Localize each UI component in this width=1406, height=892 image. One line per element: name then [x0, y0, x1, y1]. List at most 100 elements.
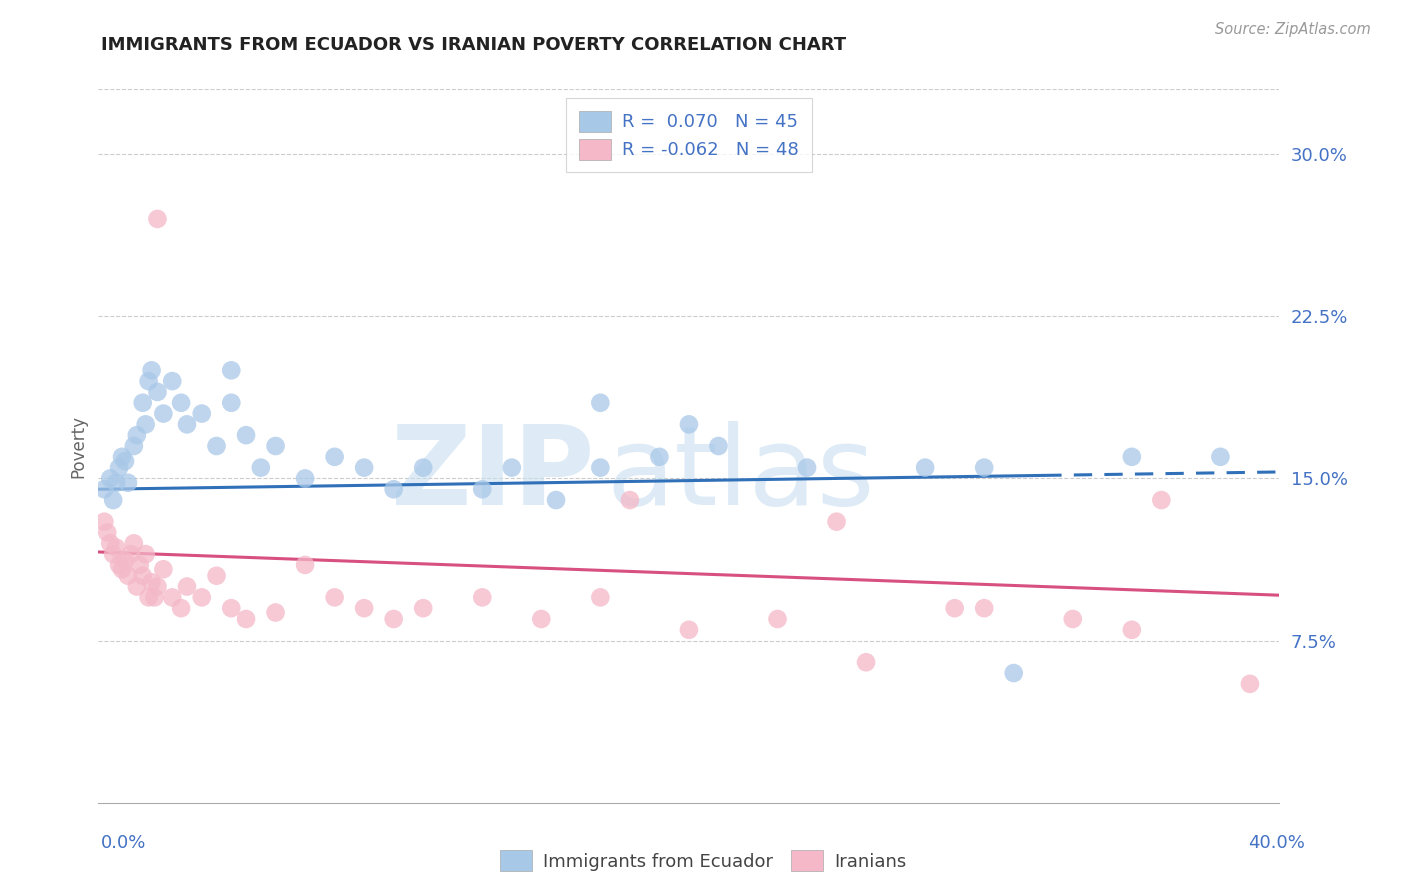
Point: [678, 417, 700, 432]
Point: [128, 558, 150, 572]
Point: [122, 536, 145, 550]
Point: [176, 417, 198, 432]
Point: [191, 407, 214, 421]
Point: [135, 547, 157, 561]
Point: [120, 547, 142, 561]
Point: [105, 475, 128, 490]
Point: [141, 575, 163, 590]
Point: [323, 591, 346, 605]
Point: [1002, 666, 1025, 681]
Point: [93, 515, 115, 529]
Point: [125, 428, 148, 442]
Point: [1121, 450, 1143, 464]
Point: [170, 601, 193, 615]
Point: [353, 601, 375, 615]
Point: [205, 439, 228, 453]
Point: [170, 396, 193, 410]
Point: [648, 450, 671, 464]
Point: [138, 374, 160, 388]
Point: [1121, 623, 1143, 637]
Point: [1062, 612, 1084, 626]
Legend: Immigrants from Ecuador, Iranians: Immigrants from Ecuador, Iranians: [492, 843, 914, 879]
Point: [146, 384, 169, 399]
Point: [855, 655, 877, 669]
Point: [96, 525, 118, 540]
Point: [191, 591, 214, 605]
Point: [589, 396, 612, 410]
Point: [544, 493, 567, 508]
Text: 40.0%: 40.0%: [1249, 834, 1305, 852]
Point: [103, 493, 125, 508]
Point: [235, 612, 257, 626]
Point: [146, 211, 169, 226]
Point: [125, 580, 148, 594]
Point: [111, 562, 134, 576]
Point: [162, 591, 183, 605]
Point: [219, 396, 242, 410]
Point: [98, 536, 121, 550]
Point: [111, 450, 134, 464]
Legend: R =  0.070   N = 45, R = -0.062   N = 48: R = 0.070 N = 45, R = -0.062 N = 48: [567, 98, 811, 172]
Point: [382, 612, 405, 626]
Point: [589, 591, 612, 605]
Point: [114, 454, 136, 468]
Point: [382, 482, 405, 496]
Point: [471, 482, 494, 496]
Point: [117, 568, 139, 582]
Point: [138, 591, 160, 605]
Point: [143, 591, 166, 605]
Point: [1150, 493, 1173, 508]
Point: [108, 460, 131, 475]
Point: [162, 374, 183, 388]
Point: [501, 460, 523, 475]
Point: [678, 623, 700, 637]
Point: [132, 396, 155, 410]
Point: [219, 601, 242, 615]
Point: [471, 591, 494, 605]
Point: [412, 601, 434, 615]
Point: [353, 460, 375, 475]
Point: [589, 460, 612, 475]
Point: [108, 558, 131, 572]
Text: IMMIGRANTS FROM ECUADOR VS IRANIAN POVERTY CORRELATION CHART: IMMIGRANTS FROM ECUADOR VS IRANIAN POVER…: [101, 36, 846, 54]
Point: [530, 612, 553, 626]
Point: [294, 471, 316, 485]
Point: [135, 417, 157, 432]
Point: [250, 460, 273, 475]
Text: ZIP: ZIP: [391, 421, 595, 528]
Point: [132, 568, 155, 582]
Point: [973, 460, 995, 475]
Point: [796, 460, 818, 475]
Point: [93, 482, 115, 496]
Point: [707, 439, 730, 453]
Point: [1209, 450, 1232, 464]
Point: [294, 558, 316, 572]
Point: [412, 460, 434, 475]
Text: Source: ZipAtlas.com: Source: ZipAtlas.com: [1215, 22, 1371, 37]
Point: [141, 363, 163, 377]
Point: [1239, 677, 1261, 691]
Point: [973, 601, 995, 615]
Y-axis label: Poverty: Poverty: [69, 415, 87, 477]
Point: [117, 475, 139, 490]
Point: [766, 612, 789, 626]
Point: [323, 450, 346, 464]
Point: [122, 439, 145, 453]
Point: [98, 471, 121, 485]
Point: [264, 606, 287, 620]
Point: [914, 460, 936, 475]
Point: [264, 439, 287, 453]
Point: [176, 580, 198, 594]
Point: [103, 547, 125, 561]
Point: [114, 553, 136, 567]
Point: [205, 568, 228, 582]
Point: [152, 562, 174, 576]
Point: [219, 363, 242, 377]
Text: atlas: atlas: [606, 421, 875, 528]
Point: [152, 407, 174, 421]
Point: [619, 493, 641, 508]
Point: [943, 601, 966, 615]
Point: [105, 541, 128, 555]
Text: 0.0%: 0.0%: [101, 834, 146, 852]
Point: [825, 515, 848, 529]
